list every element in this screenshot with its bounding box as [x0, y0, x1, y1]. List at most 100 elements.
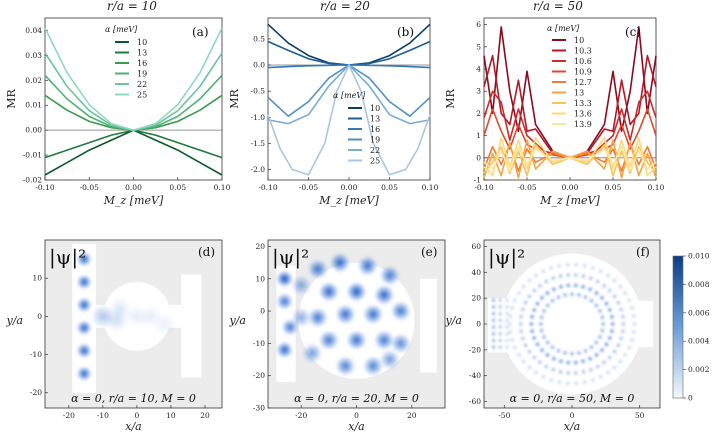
density-blob [569, 351, 575, 357]
density-blob [531, 335, 537, 341]
y-axis-label: y/a [445, 314, 462, 327]
density-blob [491, 331, 496, 337]
density-blob [620, 314, 626, 320]
series-line-19 [44, 74, 223, 131]
density-blob [76, 251, 92, 267]
density-blob [580, 358, 586, 364]
x-axis-label: x/a [564, 420, 580, 433]
density-blob [557, 369, 564, 375]
density-blob [588, 367, 594, 373]
density-blob [588, 344, 595, 350]
colorbar-tick-label: 0.004 [688, 337, 710, 346]
y-tick-label: 20 [255, 242, 265, 251]
density-blob [504, 338, 510, 343]
density-blob [562, 292, 568, 298]
colorbar-gradient [672, 255, 684, 399]
x-tick-label: 20 [407, 411, 417, 420]
density-blob [491, 338, 496, 343]
x-tick-label: 0.00 [341, 183, 358, 192]
density-blob [307, 258, 329, 280]
density-blob [539, 347, 545, 353]
x-tick-label: 10 [166, 411, 176, 420]
density-blob [534, 300, 541, 307]
y-tick-label: 40 [471, 268, 481, 277]
density-blob [622, 290, 628, 296]
density-blob [541, 334, 547, 340]
density-blob [626, 345, 632, 351]
density-blob [551, 356, 557, 362]
x-tick-label: 0.05 [381, 183, 398, 192]
density-blob [362, 355, 384, 377]
density-blob [491, 318, 496, 323]
x-tick-label: 20 [200, 411, 210, 420]
density-blob [497, 311, 503, 316]
legend-label: 13.9 [574, 120, 592, 129]
series-line-16 [44, 94, 223, 131]
density-blob [518, 314, 524, 320]
y-tick-label: -20 [253, 371, 265, 380]
legend-label: 10 [370, 104, 380, 113]
density-blob [516, 352, 522, 358]
density-blob [587, 286, 593, 292]
density-blob [573, 380, 579, 386]
x-tick-label: -0.10 [35, 183, 54, 192]
y-tick-label: -10 [253, 339, 265, 348]
legend-label: 13.3 [574, 99, 592, 108]
y-tick-label: 10 [32, 274, 42, 283]
density-blob [573, 360, 579, 366]
density-blob [497, 297, 503, 303]
x-axis-label: M_z [meV] [539, 194, 600, 207]
density-blob [491, 304, 496, 310]
density-blob [618, 306, 624, 313]
series-line-13.9 [483, 145, 657, 172]
colorbar-tick-label: 0.002 [688, 365, 710, 374]
density-blob [597, 334, 603, 340]
y-axis-label: y/a [6, 314, 23, 327]
density-blob [275, 270, 294, 288]
density-blob [504, 344, 510, 350]
density-blob [362, 304, 384, 325]
y-tick-label: -2.0 [251, 165, 266, 174]
y-tick-label: -1.0 [251, 113, 266, 122]
plot-frame [44, 17, 223, 181]
density-blob [611, 293, 618, 299]
x-axis-label: M_z [meV] [103, 194, 164, 207]
density-blob [76, 342, 92, 359]
lead-right [181, 274, 202, 378]
x-tick-label: -0.10 [474, 183, 493, 192]
density-blob [504, 318, 510, 323]
density-blob [504, 304, 510, 310]
y-tick-label: 0 [476, 153, 481, 162]
density-blob [617, 283, 623, 290]
y-axis-label: MR [5, 89, 18, 109]
density-blob [76, 297, 92, 313]
density-blob [582, 294, 589, 300]
density-blob [523, 342, 529, 348]
density-blob [504, 324, 510, 330]
plot-frame [483, 17, 657, 181]
density-blob [576, 292, 582, 298]
density-blob [76, 320, 92, 336]
y-tick-label: -10 [30, 350, 42, 359]
density-blob [491, 344, 496, 350]
density-blob [631, 313, 637, 319]
y-axis-label: MR [444, 89, 457, 109]
density-blob [520, 335, 526, 342]
density-blob [335, 355, 356, 377]
density-blob [373, 284, 395, 306]
dot-region [501, 253, 643, 395]
density-blob [611, 277, 618, 284]
density-blob [598, 374, 604, 380]
density-blob [599, 347, 605, 353]
density-blob [152, 311, 177, 337]
x-axis-label: x/a [348, 420, 364, 433]
legend-label: 12.7 [574, 78, 592, 87]
legend-label: 19 [137, 70, 147, 79]
legend-label: 13 [137, 49, 147, 58]
y-tick-label: 0 [476, 320, 481, 329]
density-blob [565, 360, 571, 366]
density-blob [565, 272, 571, 278]
density-blob [629, 305, 635, 311]
density-blob [539, 314, 545, 320]
density-blob [275, 341, 294, 359]
